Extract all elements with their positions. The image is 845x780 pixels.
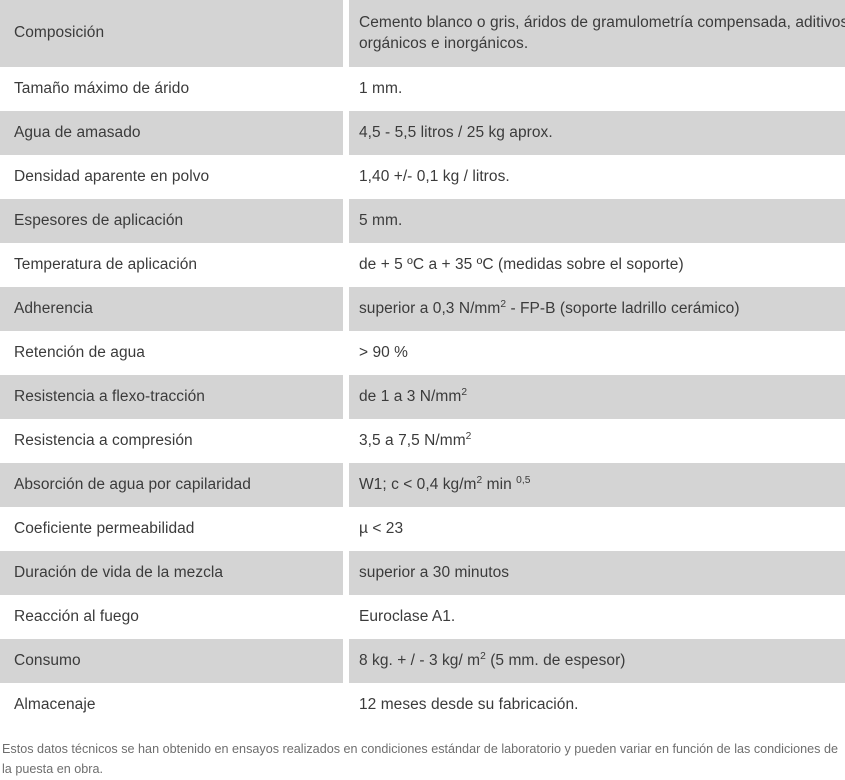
value-cell: 5 mm. (359, 211, 403, 229)
table-row: Reacción al fuego Euroclase A1. (0, 595, 845, 639)
property-cell: Reacción al fuego (14, 607, 139, 625)
value-cell: superior a 30 minutos (359, 563, 510, 581)
property-cell: Resistencia a flexo-tracción (14, 387, 205, 405)
value-cell: µ < 23 (359, 519, 404, 537)
value-cell: W1; c < 0,4 kg/m2 min 0,5 (359, 474, 531, 493)
column-divider (343, 419, 349, 463)
column-divider (343, 551, 349, 595)
value-cell: 8 kg. + / - 3 kg/ m2 (5 mm. de espesor) (359, 650, 626, 669)
property-cell: Absorción de agua por capilaridad (14, 475, 251, 493)
property-cell: Resistencia a compresión (14, 431, 193, 449)
value-cell: de + 5 ºC a + 35 ºC (medidas sobre el so… (359, 255, 684, 273)
value-cell: 3,5 a 7,5 N/mm2 (359, 430, 472, 449)
table-row: Resistencia a flexo-tracción de 1 a 3 N/m… (0, 375, 845, 419)
table-row: Composición Cemento blanco o gris, áridos… (0, 0, 845, 67)
table-row: Absorción de agua por capilaridad W1; c <… (0, 463, 845, 507)
table-row: Coeficiente permeabilidad µ < 23 (0, 507, 845, 551)
table-body: Composición Cemento blanco o gris, áridos… (0, 0, 845, 727)
value-cell: 1,40 +/- 0,1 kg / litros. (359, 167, 510, 185)
property-cell: Duración de vida de la mezcla (14, 563, 224, 581)
property-cell: Consumo (14, 651, 81, 669)
table-footnote: Estos datos técnicos se han obtenido en … (2, 742, 838, 777)
value-cell: 4,5 - 5,5 litros / 25 kg aprox. (359, 123, 553, 141)
value-cell: 12 meses desde su fabricación. (359, 695, 579, 713)
table-row: Temperatura de aplicación de + 5 ºC a + 3… (0, 243, 845, 287)
property-cell: Tamaño máximo de árido (14, 79, 190, 97)
property-cell: Retención de agua (14, 343, 145, 361)
technical-specifications-table: Composición Cemento blanco o gris, áridos… (0, 0, 845, 727)
value-cell: de 1 a 3 N/mm2 (359, 386, 468, 405)
table-row: Densidad aparente en polvo 1,40 +/- 0,1 k… (0, 155, 845, 199)
value-cell: Euroclase A1. (359, 607, 456, 625)
column-divider (343, 287, 349, 331)
column-divider (343, 375, 349, 419)
property-cell: Espesores de aplicación (14, 211, 184, 229)
property-cell: Agua de amasado (14, 123, 141, 141)
column-divider (343, 331, 349, 375)
column-divider (343, 199, 349, 243)
table-row: Almacenaje 12 meses desde su fabricación. (0, 683, 845, 727)
column-divider (343, 0, 349, 67)
value-cell: > 90 % (359, 343, 408, 361)
column-divider (343, 507, 349, 551)
property-cell: Densidad aparente en polvo (14, 167, 210, 185)
column-divider (343, 67, 349, 111)
property-cell: Composición (14, 24, 105, 42)
property-cell: Almacenaje (14, 695, 96, 713)
table-row: Adherencia superior a 0,3 N/mm2 - FP-B (s… (0, 287, 845, 331)
value-cell: Cemento blanco o gris, áridos de gramulo… (359, 14, 845, 52)
table-row: Tamaño máximo de árido 1 mm. (0, 67, 845, 111)
column-divider (343, 111, 349, 155)
value-cell: superior a 0,3 N/mm2 - FP-B (soporte lad… (359, 298, 740, 317)
table-row: Consumo 8 kg. + / - 3 kg/ m2 (5 mm. de es… (0, 639, 845, 683)
column-divider (343, 243, 349, 287)
table-row: Duración de vida de la mezcla superior a … (0, 551, 845, 595)
property-cell: Temperatura de aplicación (14, 255, 198, 273)
table-row: Retención de agua > 90 % (0, 331, 845, 375)
property-cell: Adherencia (14, 299, 93, 317)
table-row: Espesores de aplicación 5 mm. (0, 199, 845, 243)
column-divider (343, 463, 349, 507)
property-cell: Coeficiente permeabilidad (14, 519, 195, 537)
table-row: Agua de amasado 4,5 - 5,5 litros / 25 kg … (0, 111, 845, 155)
column-divider (343, 155, 349, 199)
value-cell: 1 mm. (359, 79, 403, 97)
table-row: Resistencia a compresión 3,5 a 7,5 N/mm2 (0, 419, 845, 463)
